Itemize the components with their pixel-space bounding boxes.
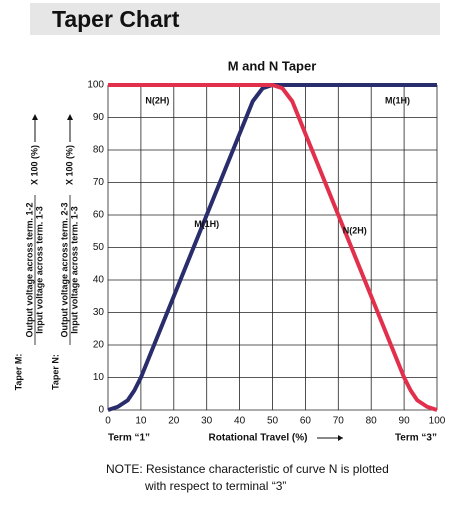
x-tick-label: 90 [399, 416, 411, 427]
y-label-factor: X 100 (%) [64, 145, 74, 185]
y-label-factor: X 100 (%) [29, 145, 39, 185]
y-label-denominator: Input voltage across term. 1-3 [34, 206, 44, 334]
y-tick-label: 30 [93, 307, 105, 318]
chart-title: M and N Taper [228, 58, 317, 73]
y-tick-label: 10 [93, 372, 105, 383]
y-label-numerator: Output voltage across term. 2-3 [59, 202, 69, 337]
series-line [107, 83, 437, 412]
x-tick-label: 40 [234, 416, 246, 427]
x-tick-label: 30 [201, 416, 213, 427]
y-axis-label: Taper M:Output voltage across term. 1-2 I… [13, 114, 79, 390]
curve-label: N(2H) [145, 96, 169, 106]
y-label-arrowhead [67, 114, 73, 120]
y-tick-label: 0 [98, 405, 104, 416]
x-tick-label: 20 [168, 416, 180, 427]
x-tick-label: 50 [267, 416, 279, 427]
y-tick-label: 20 [93, 340, 105, 351]
y-tick-label: 70 [93, 177, 105, 188]
term-left: Term “1” [108, 433, 150, 444]
y-label-prefix: Taper M: [13, 354, 23, 391]
series-line [108, 83, 438, 412]
y-tick-label: 80 [93, 145, 105, 156]
y-label-prefix: Taper N: [50, 354, 60, 390]
y-tick-label: 50 [93, 242, 105, 253]
curve-label: M(1H) [385, 96, 410, 106]
term-right: Term “3” [395, 433, 437, 444]
header-title: Taper Chart [52, 6, 180, 32]
y-tick-label: 60 [93, 210, 105, 221]
y-tick-label: 100 [87, 80, 104, 91]
note-line: NOTE: Resistance characteristic of curve… [106, 462, 389, 476]
y-tick-label: 40 [93, 275, 105, 286]
y-label-denominator: Input voltage across term. 1-3 [69, 206, 79, 334]
y-tick-label: 90 [93, 112, 105, 123]
x-tick-label: 10 [135, 416, 147, 427]
y-label-arrowhead [32, 114, 38, 120]
note-line: with respect to terminal “3” [144, 479, 286, 493]
x-tick-label: 0 [105, 416, 111, 427]
x-tick-label: 80 [366, 416, 378, 427]
header-bar: Taper Chart [30, 3, 440, 35]
curve-label: N(2H) [343, 226, 367, 236]
x-tick-label: 60 [300, 416, 312, 427]
x-axis-arrowhead [338, 435, 343, 441]
x-axis-label: Rotational Travel (%) [209, 433, 308, 444]
curve-label: M(1H) [194, 219, 219, 229]
y-label-numerator: Output voltage across term. 1-2 [24, 202, 34, 337]
x-tick-label: 100 [429, 416, 446, 427]
x-tick-label: 70 [333, 416, 345, 427]
